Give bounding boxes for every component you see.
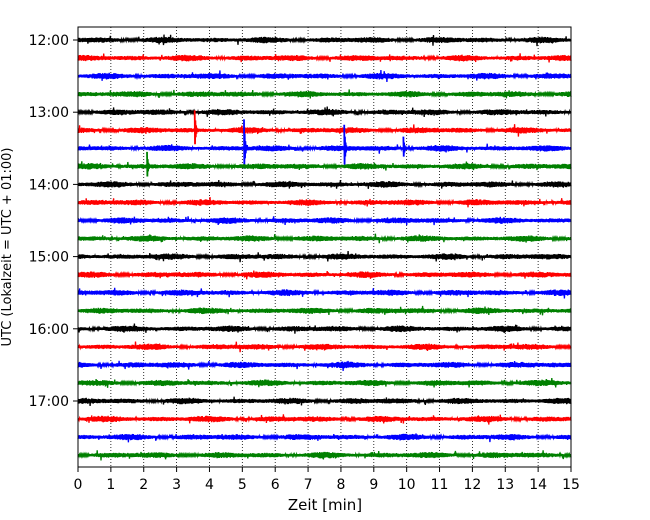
trace-line (77, 396, 572, 406)
plot-frame (77, 26, 572, 468)
x-tick-label: 10 (398, 477, 416, 493)
x-tick-label: 7 (304, 477, 313, 493)
trace-line (77, 53, 572, 63)
y-tick-label: 13:00 (29, 105, 69, 121)
seismic-event-spike (343, 124, 348, 165)
seismic-event-spike (402, 136, 407, 157)
trace-line (77, 89, 572, 99)
seismic-event-spike (193, 110, 199, 145)
trace-line (77, 69, 572, 83)
x-tick-label: 0 (74, 477, 83, 493)
x-tick-label: 5 (238, 477, 247, 493)
trace-group (77, 34, 572, 461)
x-tick-label: 11 (431, 477, 449, 493)
trace-line (77, 161, 572, 171)
trace-line (77, 179, 572, 189)
x-tick-label: 3 (172, 477, 181, 493)
x-tick-label: 6 (271, 477, 280, 493)
x-tick-label: 13 (496, 477, 514, 493)
grid-lines (110, 27, 539, 467)
y-tick-label: 15:00 (29, 250, 69, 266)
x-tick-label: 2 (139, 477, 148, 493)
trace-line (77, 450, 572, 461)
trace-line (77, 143, 572, 154)
trace-line (77, 360, 572, 371)
trace-line (77, 250, 572, 263)
trace-line (77, 124, 572, 137)
seismic-event-spike (146, 151, 151, 177)
trace-line (77, 341, 572, 353)
trace-line (77, 414, 572, 425)
y-tick-label: 14:00 (29, 177, 69, 193)
seismic-event-spike (243, 119, 248, 169)
y-axis: 12:00 13:00 14:00 15:00 16:00 17:00 (29, 33, 78, 410)
trace-line (77, 323, 572, 334)
x-tick-label: 4 (205, 477, 214, 493)
x-tick-label: 14 (529, 477, 547, 493)
x-tick-label: 1 (106, 477, 115, 493)
trace-line (77, 305, 572, 316)
trace-line (77, 196, 572, 208)
trace-line (77, 106, 572, 117)
trace-line (77, 270, 572, 280)
x-tick-label: 8 (336, 477, 345, 493)
trace-line (77, 378, 572, 388)
y-tick-label: 16:00 (29, 322, 69, 338)
y-tick-label: 12:00 (29, 33, 69, 49)
x-tick-label: 12 (463, 477, 481, 493)
trace-line (77, 233, 572, 244)
trace-line (77, 34, 572, 47)
x-tick-label: 15 (562, 477, 580, 493)
trace-line (77, 287, 572, 299)
trace-line (77, 433, 572, 443)
trace-line (77, 216, 572, 226)
x-axis: 0 1 2 3 4 5 6 7 8 9 10 11 12 13 14 15 (74, 467, 580, 493)
y-axis-label: UTC (Lokalzeit = UTC + 01:00) (0, 148, 15, 347)
y-tick-label: 17:00 (29, 394, 69, 410)
x-axis-label: Zeit [min] (288, 496, 362, 514)
x-tick-label: 9 (369, 477, 378, 493)
